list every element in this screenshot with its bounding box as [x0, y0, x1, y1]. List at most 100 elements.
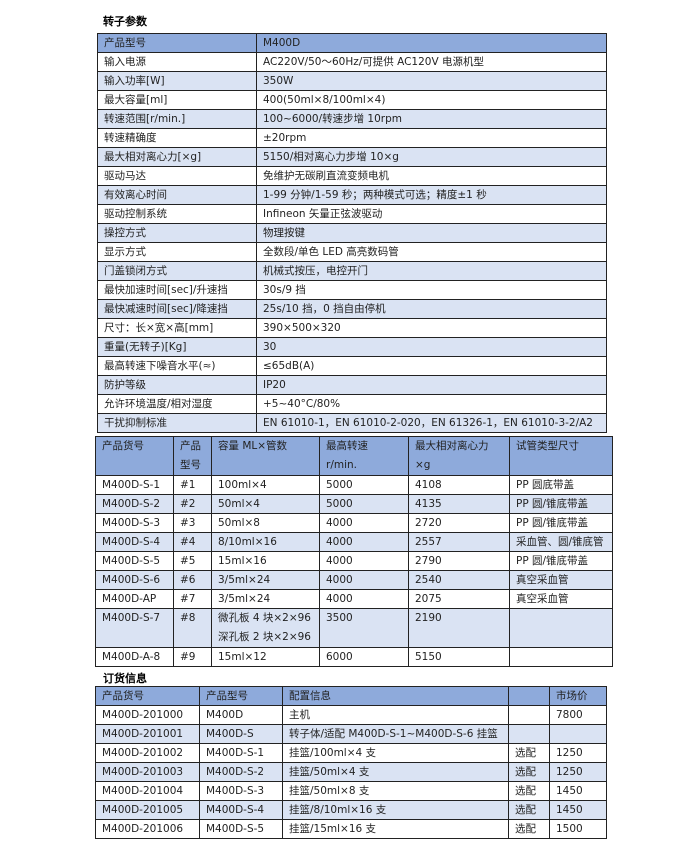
table-cell: 干扰抑制标准	[97, 413, 257, 433]
table-cell: 挂篮/8/10ml×16 支	[282, 800, 509, 820]
table-cell: PP 圆底带盖	[509, 475, 613, 495]
table-cell: 采血管、圆/锥底管	[509, 532, 613, 552]
column-header: 容量 ML×管数	[211, 436, 320, 476]
table-cell: 4000	[319, 513, 409, 533]
table-cell: #7	[173, 589, 212, 609]
table-cell: 30s/9 挡	[256, 280, 607, 300]
table-cell: 重量(无转子)[Kg]	[97, 337, 257, 357]
table-cell: 50ml×8	[211, 513, 320, 533]
table-cell: 挂篮/50ml×4 支	[282, 762, 509, 782]
table-cell: M400D-S-3	[95, 513, 174, 533]
table-cell: M400D-S-2	[95, 494, 174, 514]
table-row: M400D-AP #7 3/5ml×24 4000 2075 真空采血管	[95, 589, 613, 609]
table-row: M400D-S-7 #8 微孔板 4 块×2×96 深孔板 2 块×2×96 3500…	[95, 608, 613, 648]
table-cell: 允许环境温度/相对湿度	[97, 394, 257, 414]
column-header	[508, 686, 550, 706]
table-row: 最快加速时间[sec]/升速挡 30s/9 挡	[97, 280, 607, 300]
table-cell: 最快加速时间[sec]/升速挡	[97, 280, 257, 300]
table-cell: #2	[173, 494, 212, 514]
table-cell: #5	[173, 551, 212, 571]
table-cell: 操控方式	[97, 223, 257, 243]
table-cell: 微孔板 4 块×2×96 深孔板 2 块×2×96	[211, 608, 320, 648]
table-cell: M400D-201000	[95, 705, 200, 725]
table-cell: M400D-201002	[95, 743, 200, 763]
table-cell: 2790	[408, 551, 510, 571]
rotor-params-table: 产品型号 M400D 输入电源 AC220V/50～60Hz/可提供 AC120V 电…	[97, 33, 607, 433]
table-cell: 主机	[282, 705, 509, 725]
table-row: 重量(无转子)[Kg] 30	[97, 337, 607, 357]
table-cell: 免维护无碳刷直流变频电机	[256, 166, 607, 186]
table-row: M400D-S-6 #6 3/5ml×24 4000 2540 真空采血管	[95, 570, 613, 590]
table-cell: 防护等级	[97, 375, 257, 395]
table-cell: 产品型号	[97, 33, 257, 53]
column-header: 市场价	[549, 686, 607, 706]
table-cell: AC220V/50～60Hz/可提供 AC120V 电源机型	[256, 52, 607, 72]
table-row: 输入电源 AC220V/50～60Hz/可提供 AC120V 电源机型	[97, 52, 607, 72]
column-header: 最高转速 r/min.	[319, 436, 409, 476]
table-cell: Infineon 矢量正弦波驱动	[256, 204, 607, 224]
table-cell: M400D-201001	[95, 724, 200, 744]
table-row: 最高转速下噪音水平(≈) ≤65dB(A)	[97, 356, 607, 376]
table-row: M400D-201004 M400D-S-3 挂篮/50ml×8 支选配 1450	[95, 781, 607, 801]
table-cell: M400D-S-1	[199, 743, 283, 763]
table-cell: M400D-S-5	[95, 551, 174, 571]
table-cell: 真空采血管	[509, 570, 613, 590]
table-cell	[509, 608, 613, 648]
table-cell: 5150	[408, 647, 510, 667]
table-row: M400D-201006 M400D-S-5 挂篮/15ml×16 支选配 1500	[95, 819, 607, 839]
table-cell: 1450	[549, 800, 607, 820]
table-cell: 选配	[508, 819, 550, 839]
table-cell: M400D-S-5	[199, 819, 283, 839]
table-row: 操控方式 物理按键	[97, 223, 607, 243]
table-row: M400D-S-3 #3 50ml×8 4000 2720 PP 圆/锥底带盖	[95, 513, 613, 533]
table-cell: 2720	[408, 513, 510, 533]
table-cell: 选配	[508, 800, 550, 820]
table-cell: M400D-S-6	[95, 570, 174, 590]
table-cell: M400D-S-4	[199, 800, 283, 820]
table-cell: M400D-201003	[95, 762, 200, 782]
table-cell: 100ml×4	[211, 475, 320, 495]
table-cell: 1-99 分钟/1-59 秒；两种模式可选；精度±1 秒	[256, 185, 607, 205]
order-info-title: 订货信息	[103, 672, 147, 685]
table-row: 转速精确度 ±20rpm	[97, 128, 607, 148]
table-row: M400D-S-4 #4 8/10ml×16 4000 2557 采血管、圆/锥底管	[95, 532, 613, 552]
table-cell: ≤65dB(A)	[256, 356, 607, 376]
table-cell: 显示方式	[97, 242, 257, 262]
table-cell: 有效离心时间	[97, 185, 257, 205]
order-info-table: 产品货号 产品型号 配置信息 市场价 M400D-201000 M400D 主机 7800 M4…	[95, 686, 607, 839]
table-header-row: 产品货号 产品型号 配置信息 市场价	[95, 686, 607, 706]
table-cell: #1	[173, 475, 212, 495]
table-cell: M400D-201004	[95, 781, 200, 801]
table-cell: PP 圆/锥底带盖	[509, 494, 613, 514]
table-cell: 4000	[319, 570, 409, 590]
table-cell: 8/10ml×16	[211, 532, 320, 552]
column-header: 产品型号	[199, 686, 283, 706]
table-cell: 输入功率[W]	[97, 71, 257, 91]
table-cell: 350W	[256, 71, 607, 91]
table-cell: M400D-AP	[95, 589, 174, 609]
table-cell: 4000	[319, 589, 409, 609]
rotor-models-table: 产品货号 产品型号 容量 ML×管数 最高转速 r/min. 最大相对离心力×g 试管类型…	[95, 436, 613, 667]
table-cell: 挂篮/15ml×16 支	[282, 819, 509, 839]
table-cell: 400(50ml×8/100ml×4)	[256, 90, 607, 110]
table-row: M400D-S-2 #2 50ml×4 5000 4135 PP 圆/锥底带盖	[95, 494, 613, 514]
table-cell: 真空采血管	[509, 589, 613, 609]
table-cell: 2190	[408, 608, 510, 648]
table-cell: 1450	[549, 781, 607, 801]
table-row: 最大容量[ml] 400(50ml×8/100ml×4)	[97, 90, 607, 110]
table-cell: PP 圆/锥底带盖	[509, 513, 613, 533]
table-row: 干扰抑制标准 EN 61010-1，EN 61010-2-020，EN 61326…	[97, 413, 607, 433]
table-cell: 全数段/单色 LED 高亮数码管	[256, 242, 607, 262]
table-cell: 转速范围[r/min.]	[97, 109, 257, 129]
table-cell: M400D	[199, 705, 283, 725]
table-cell: #4	[173, 532, 212, 552]
table-cell: #6	[173, 570, 212, 590]
table-cell: 25s/10 挡，0 挡自由停机	[256, 299, 607, 319]
table-cell: 2075	[408, 589, 510, 609]
table-row: M400D-S-1 #1 100ml×4 5000 4108 PP 圆底带盖	[95, 475, 613, 495]
table-cell: 6000	[319, 647, 409, 667]
table-cell: #8	[173, 608, 212, 648]
table-cell: 输入电源	[97, 52, 257, 72]
table-cell: 挂篮/100ml×4 支	[282, 743, 509, 763]
table-cell: 15ml×12	[211, 647, 320, 667]
